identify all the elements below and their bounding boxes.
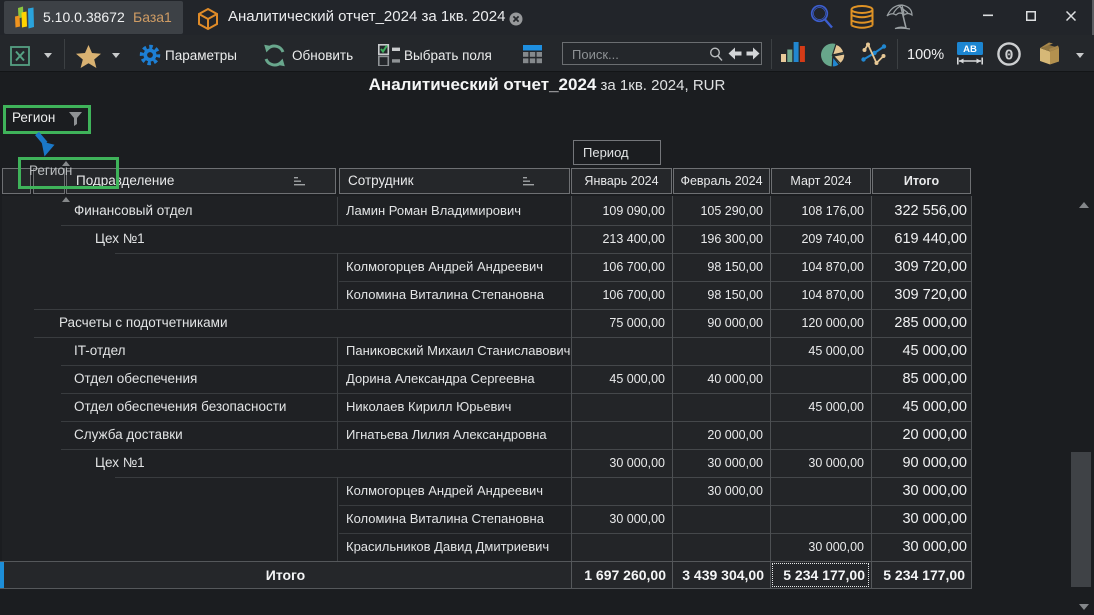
svg-text:0: 0	[1004, 48, 1013, 65]
svg-text:AB: AB	[963, 44, 977, 55]
